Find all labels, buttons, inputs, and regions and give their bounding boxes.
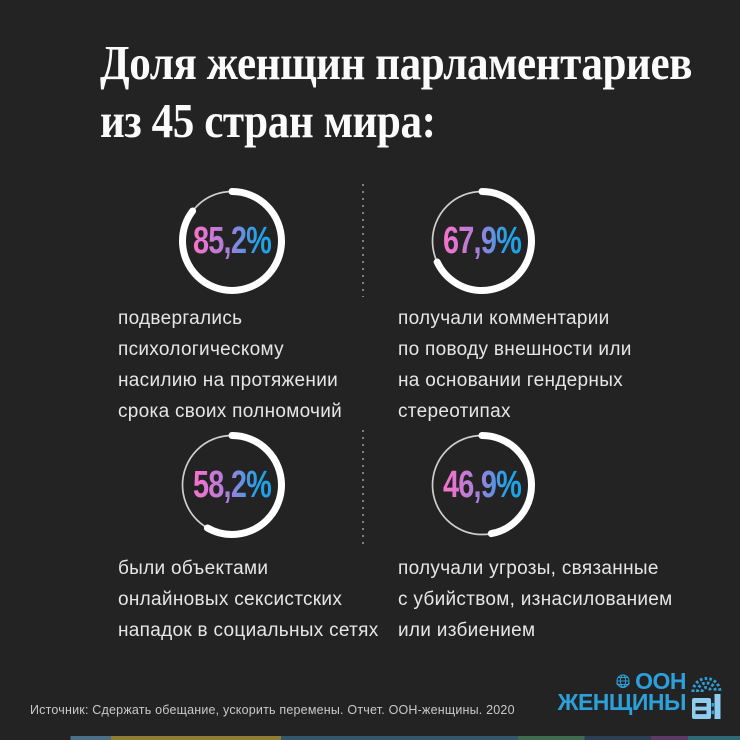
donut-chart-appearance-comments: 67,9% — [429, 188, 535, 294]
un-emblem-icon — [616, 674, 631, 688]
stat-value: 58,2% — [192, 432, 273, 538]
dotted-divider-bottom — [362, 430, 364, 548]
donut-ring — [179, 188, 285, 294]
stat-value: 46,9% — [442, 432, 523, 538]
dotted-divider-top — [362, 184, 364, 297]
stat-value: 85,2% — [192, 188, 273, 294]
bottom-color-strip — [0, 736, 740, 740]
donut-chart-psychological-violence: 85,2% — [179, 188, 285, 294]
page-title: Доля женщин парламентариев из 45 стран м… — [100, 34, 692, 150]
stat-caption: были объектами онлайновых сексистских на… — [118, 558, 379, 641]
stat-value: 67,9% — [442, 188, 523, 294]
un-women-logo-text: ООН ЖЕНЩИНЫ — [557, 668, 687, 715]
logo-org-line2: ЖЕНЩИНЫ — [557, 689, 687, 715]
logo-org-line1: ООН — [635, 668, 686, 694]
stat-caption: получали комментарии по поводу внешности… — [398, 308, 632, 422]
donut-ring — [429, 432, 535, 538]
title-line-2: из 45 стран мира: — [100, 93, 436, 148]
donut-ring — [429, 188, 535, 294]
stat-caption: подвергались психологическому насилию на… — [118, 308, 343, 422]
un-women-logo: ООН ЖЕНЩИНЫ — [557, 668, 723, 721]
donut-chart-online-sexist-attacks: 58,2% — [179, 432, 285, 538]
source-note: Источник: Сдержать обещание, ускорить пе… — [30, 703, 515, 717]
donut-ring — [179, 432, 285, 538]
un-women-symbol-icon — [691, 677, 722, 719]
title-line-1: Доля женщин парламентариев — [100, 35, 693, 90]
stat-caption: получали угрозы, связанные с убийством, … — [398, 558, 673, 641]
donut-chart-threats: 46,9% — [429, 432, 535, 538]
